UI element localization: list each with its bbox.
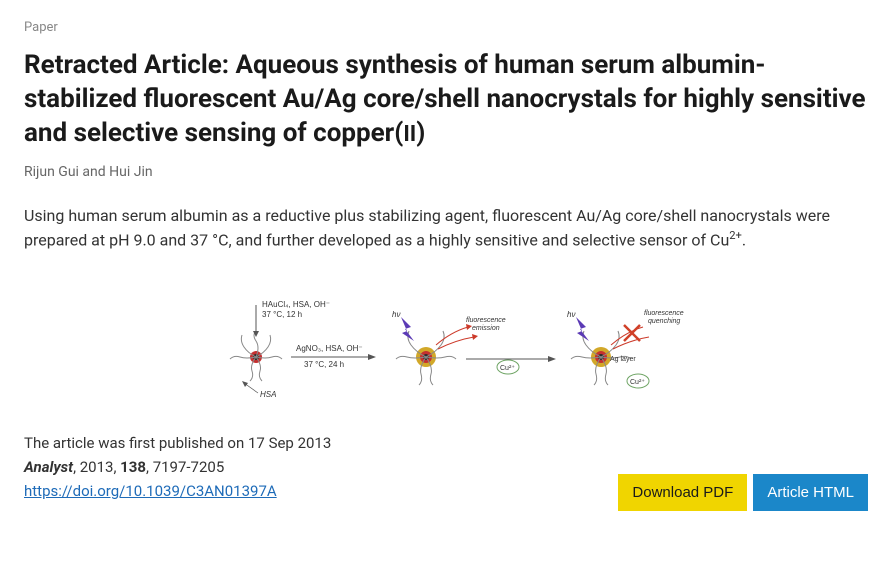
journal-name: Analyst [24,458,73,476]
fig-emission: fluorescence [466,317,506,324]
fig-cond2: 37 °C, 24 h [304,360,344,369]
authors: Rijun Gui and Hui Jin [24,164,868,180]
fig-hv2: hν [567,310,575,319]
fig-quench: fluorescence [644,310,684,317]
abstract-end: . [742,231,746,250]
fig-hsa-label: HSA [260,390,276,399]
abstract-super: 2+ [729,229,742,242]
graphical-abstract: HAuCl₄, HSA, OH⁻ 37 °C, 12 h HSA AgNO₃, … [24,277,868,407]
article-title: Retracted Article: Aqueous synthesis of … [24,49,868,150]
fig-emission2: emission [472,325,500,332]
fig-reagent2: AgNO₃, HSA, OH⁻ [296,344,363,353]
article-html-button[interactable]: Article HTML [753,474,868,511]
first-published: The article was first published on 17 Se… [24,431,868,455]
title-smallcap: II [403,121,416,147]
pub-year: 2013 [80,458,114,476]
volume: 138 [120,458,146,476]
fig-cu1: Cu²⁺ [500,365,515,372]
title-text: Retracted Article: Aqueous synthesis of … [24,50,866,148]
document-type: Paper [24,20,868,35]
pages: 7197-7205 [153,458,225,476]
title-end: ) [416,118,425,148]
action-buttons: Download PDF Article HTML [618,474,868,511]
footer: The article was first published on 17 Se… [24,431,868,511]
fig-cond1: 37 °C, 12 h [262,310,302,319]
abstract: Using human serum albumin as a reductive… [24,204,868,252]
fig-quench2: quenching [648,318,680,325]
fig-hv1: hν [392,310,400,319]
doi-link[interactable]: https://doi.org/10.1039/C3AN01397A [24,482,277,500]
abstract-text: Using human serum albumin as a reductive… [24,206,830,249]
download-pdf-button[interactable]: Download PDF [618,474,747,511]
fig-cu2: Cu²⁺ [630,379,645,386]
fig-reagent1: HAuCl₄, HSA, OH⁻ [262,300,330,309]
fig-shell-label: Ag layer [610,356,636,363]
